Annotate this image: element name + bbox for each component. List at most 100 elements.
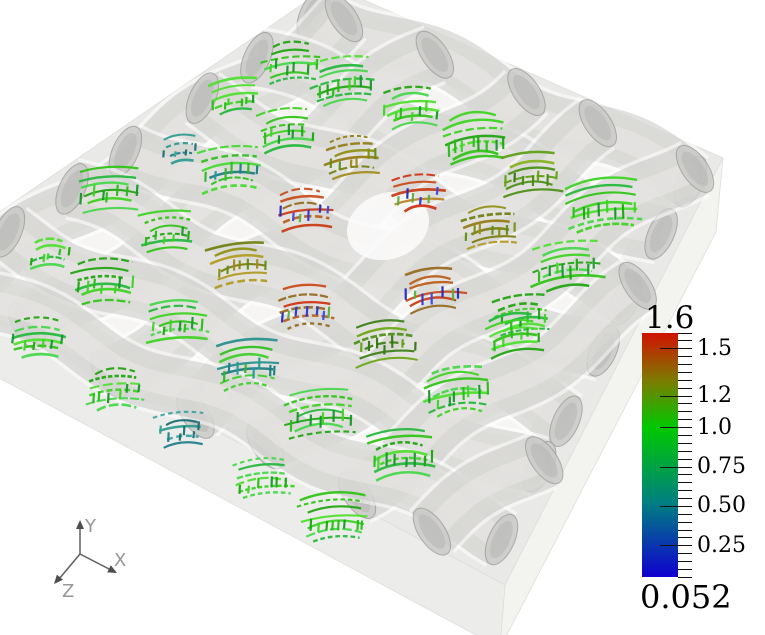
fiber-arc-glyph [223, 381, 271, 392]
fiber-arc-glyph [500, 327, 550, 337]
fiber-tick-glyph [418, 197, 422, 205]
fiber-arc-glyph [94, 367, 136, 376]
fiber-arc-glyph [391, 91, 429, 101]
fiber-tick-glyph [453, 139, 457, 154]
fiber-tick-glyph [92, 393, 96, 404]
fiber-arc-glyph [318, 69, 368, 79]
fiber-arc-glyph [219, 107, 253, 116]
fiber-tick-glyph [275, 476, 278, 488]
fiber-glyph-cluster [422, 365, 490, 418]
fiber-tick-glyph [182, 425, 186, 436]
fiber-arc-glyph [296, 408, 344, 418]
fiber-arc-glyph [87, 196, 132, 205]
yarn-end-cap-opening [190, 79, 214, 117]
fiber-tick-glyph [319, 415, 322, 428]
fiber-tick-glyph [298, 213, 302, 223]
fiber-tick-glyph [222, 371, 226, 382]
fiber-tick-glyph [291, 130, 295, 139]
fiber-tick-glyph [315, 59, 319, 70]
fiber-arc-glyph [152, 410, 204, 419]
yarn-end-cap-opening [490, 520, 513, 559]
fiber-tick-glyph [211, 100, 214, 111]
fiber-arc-glyph [564, 183, 633, 197]
fiber-tick-glyph [621, 204, 625, 219]
fiber-arc-glyph [300, 514, 368, 523]
fiber-arc-glyph [545, 283, 590, 293]
fiber-glyph-cluster [255, 107, 315, 155]
fiber-arc-glyph [232, 457, 288, 467]
fiber-arc-glyph [200, 154, 257, 164]
fiber-arc-glyph [85, 397, 145, 406]
fiber-tick-glyph [125, 186, 129, 197]
fiber-arc-glyph [531, 239, 598, 251]
fiber-arc-glyph [384, 99, 437, 109]
fiber-arc-glyph [146, 246, 188, 254]
fiber-arc-glyph [283, 395, 353, 407]
yarn-end-cap-opening [681, 151, 709, 187]
fiber-tick-glyph [587, 207, 590, 218]
fiber-tick-glyph [151, 321, 155, 332]
fiber-arc-glyph [137, 209, 191, 217]
fiber-glyph-cluster [484, 311, 545, 360]
fiber-tick-glyph [280, 312, 284, 323]
fiber-arc-glyph [393, 180, 437, 188]
fiber-arc-glyph [242, 491, 291, 500]
fiber-tick-glyph [309, 518, 313, 531]
fiber-tick-glyph [162, 150, 165, 158]
fiber-tick-glyph [587, 263, 590, 275]
fiber-tick-glyph [255, 259, 259, 269]
fiber-tick-glyph [11, 333, 15, 344]
fiber-arc-glyph [211, 91, 259, 103]
fiber-arc-glyph [145, 335, 208, 345]
fiber-arc-glyph [82, 206, 139, 215]
fiber-tick-glyph [546, 174, 549, 186]
fiber-arc-glyph [165, 419, 198, 426]
fiber-arc-glyph [462, 219, 510, 230]
fiber-tick-glyph [510, 327, 513, 339]
fiber-arc-glyph [491, 293, 547, 304]
fiber-tick-glyph [411, 192, 415, 203]
fiber-arc-glyph [217, 271, 268, 281]
fiber-glyph-cluster [460, 205, 518, 251]
fiber-arc-glyph [353, 332, 414, 346]
fiber-glyph-cluster [152, 410, 204, 449]
fiber-arc-glyph [81, 298, 131, 306]
fiber-arc-glyph [329, 134, 368, 144]
fiber-arc-glyph [216, 361, 280, 371]
fiber-arc-glyph [14, 316, 61, 324]
fiber-tick-glyph [556, 262, 559, 274]
fiber-tick-glyph [204, 171, 207, 182]
fiber-arc-glyph [214, 278, 268, 290]
fiber-arc-glyph [325, 142, 374, 152]
fiber-tick-glyph [46, 253, 50, 260]
fiber-tick-glyph [349, 414, 353, 426]
fiber-tick-glyph [430, 292, 433, 305]
fiber-arc-glyph [331, 171, 380, 181]
fiber-tick-glyph [244, 364, 247, 374]
fiber-arc-glyph [379, 456, 428, 466]
yarn-end-cap-opening [114, 132, 137, 171]
fiber-glyph-cluster [283, 387, 356, 440]
fiber-tick-glyph [327, 306, 331, 319]
fiber-tick-glyph [92, 278, 97, 289]
fiber-arc-glyph [235, 476, 287, 487]
fiber-arc-glyph [532, 261, 601, 274]
fiber-tick-glyph [301, 125, 304, 137]
fiber-tick-glyph [342, 519, 346, 529]
fiber-tick-glyph [505, 224, 509, 235]
fiber-tick-glyph [223, 102, 227, 110]
fiber-arc-glyph [423, 377, 489, 390]
fiber-tick-glyph [162, 326, 166, 336]
fiber-tick-glyph [171, 234, 175, 242]
fiber-tick-glyph [332, 410, 335, 422]
fiber-tick-glyph [154, 230, 158, 240]
fiber-arc-glyph [149, 224, 188, 233]
fiber-tick-glyph [526, 327, 529, 337]
fiber-arc-glyph [431, 365, 483, 375]
fiber-tick-glyph [318, 85, 322, 98]
fiber-tick-glyph [257, 477, 260, 488]
fiber-arc-glyph [334, 149, 376, 158]
fiber-glyph-cluster [215, 337, 280, 392]
fiber-tick-glyph [353, 76, 357, 87]
